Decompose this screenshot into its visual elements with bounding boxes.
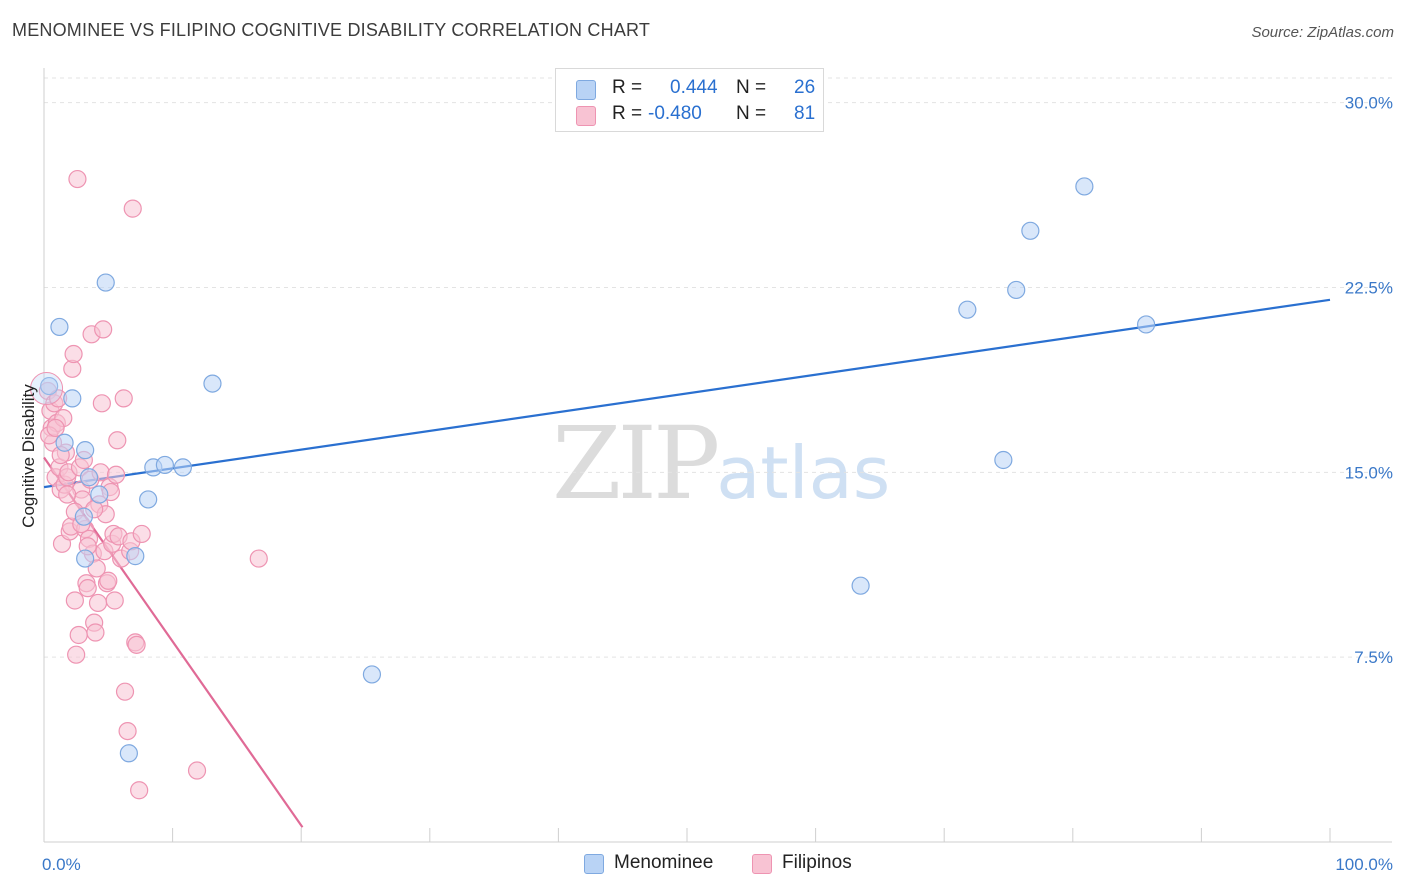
point-filipinos (108, 431, 127, 450)
point-filipinos (64, 344, 83, 364)
point-menominee (203, 374, 222, 393)
gridlines (44, 77, 1392, 658)
point-filipinos (58, 485, 77, 504)
point-menominee (362, 665, 382, 684)
legend-r-label: R = (612, 77, 643, 98)
point-filipinos (118, 721, 137, 741)
data-points (30, 169, 1156, 800)
point-filipinos (86, 623, 105, 642)
point-filipinos (88, 593, 108, 613)
legend-swatch-menominee (576, 80, 596, 100)
bottom-legend-label-menominee: Menominee (614, 852, 714, 873)
bottom-legend-swatch-filipinos (752, 854, 772, 874)
bottom-legend-label-filipinos: Filipinos (782, 852, 852, 873)
point-filipinos (69, 625, 88, 645)
y-tick-label: 22.5% (1345, 278, 1393, 297)
point-menominee (63, 389, 82, 408)
legend-n-value-filipinos: 81 (794, 103, 816, 124)
y-tick-label: 30.0% (1345, 94, 1393, 113)
point-filipinos (130, 781, 149, 800)
point-filipinos (46, 418, 65, 438)
point-menominee (74, 507, 93, 526)
legend-r-value-menominee: 0.444 (670, 77, 718, 98)
point-filipinos (187, 761, 207, 780)
watermark-zip: ZIP (552, 405, 720, 522)
point-filipinos (68, 169, 87, 189)
point-filipinos (115, 682, 135, 701)
legend-swatch-filipinos (576, 106, 596, 126)
point-menominee (76, 549, 95, 568)
x-tick-label: 0.0% (42, 855, 81, 874)
axis-labels: 7.5% 15.0% 22.5% 30.0% 0.0% 100.0% Cognitive D… (19, 94, 1393, 874)
point-menominee (126, 547, 145, 566)
point-filipinos (87, 559, 106, 578)
point-cluster (30, 372, 64, 406)
x-tick-label: 100.0% (1335, 855, 1393, 874)
point-menominee (90, 485, 109, 504)
point-menominee (155, 455, 174, 475)
point-menominee (173, 458, 192, 477)
axes (43, 68, 1392, 843)
point-menominee (40, 376, 59, 396)
point-menominee (1007, 280, 1026, 300)
point-menominee (55, 433, 74, 452)
point-menominee (50, 317, 69, 337)
bottom-legend-swatch-menominee (584, 854, 604, 874)
y-axis-label: Cognitive Disability (19, 384, 38, 528)
point-filipinos (99, 571, 118, 590)
point-filipinos (78, 579, 97, 598)
point-menominee (119, 744, 138, 763)
point-menominee (96, 273, 115, 292)
legend-r-value-filipinos: -0.480 (648, 103, 702, 124)
point-filipinos (123, 199, 142, 218)
y-tick-label: 15.0% (1345, 463, 1393, 482)
legend-n-value-menominee: 26 (794, 77, 816, 98)
point-filipinos (127, 635, 146, 654)
point-filipinos (106, 465, 126, 484)
point-filipinos (94, 320, 113, 339)
watermark-atlas: atlas (716, 431, 891, 515)
y-tick-label: 7.5% (1354, 648, 1393, 667)
legend-n-label: N = (736, 103, 767, 124)
point-menominee (851, 576, 870, 595)
legend: R = 0.444 N = 26 R = -0.480 N = 81 (555, 68, 824, 132)
watermark: ZIPatlas (552, 405, 890, 522)
point-menominee (79, 468, 99, 487)
point-filipinos (92, 394, 111, 413)
point-filipinos (114, 389, 133, 408)
point-menominee (1075, 177, 1094, 196)
point-menominee (958, 300, 977, 319)
point-menominee (1137, 315, 1156, 334)
point-filipinos (65, 591, 84, 610)
point-menominee (994, 450, 1013, 470)
point-menominee (139, 490, 158, 509)
point-filipinos (105, 591, 124, 610)
trend-lines (43, 298, 1331, 828)
chart-title: MENOMINEE VS FILIPINO COGNITIVE DISABILI… (12, 20, 651, 40)
point-filipinos (67, 645, 86, 664)
trend-line-menominee (43, 298, 1331, 489)
point-filipinos (132, 524, 151, 544)
point-menominee (1021, 221, 1040, 240)
point-menominee (76, 441, 95, 460)
legend-r-label: R = (612, 103, 643, 124)
point-filipinos (249, 549, 268, 568)
legend-n-label: N = (736, 77, 767, 98)
source-label: Source: ZipAtlas.com (1251, 24, 1394, 41)
